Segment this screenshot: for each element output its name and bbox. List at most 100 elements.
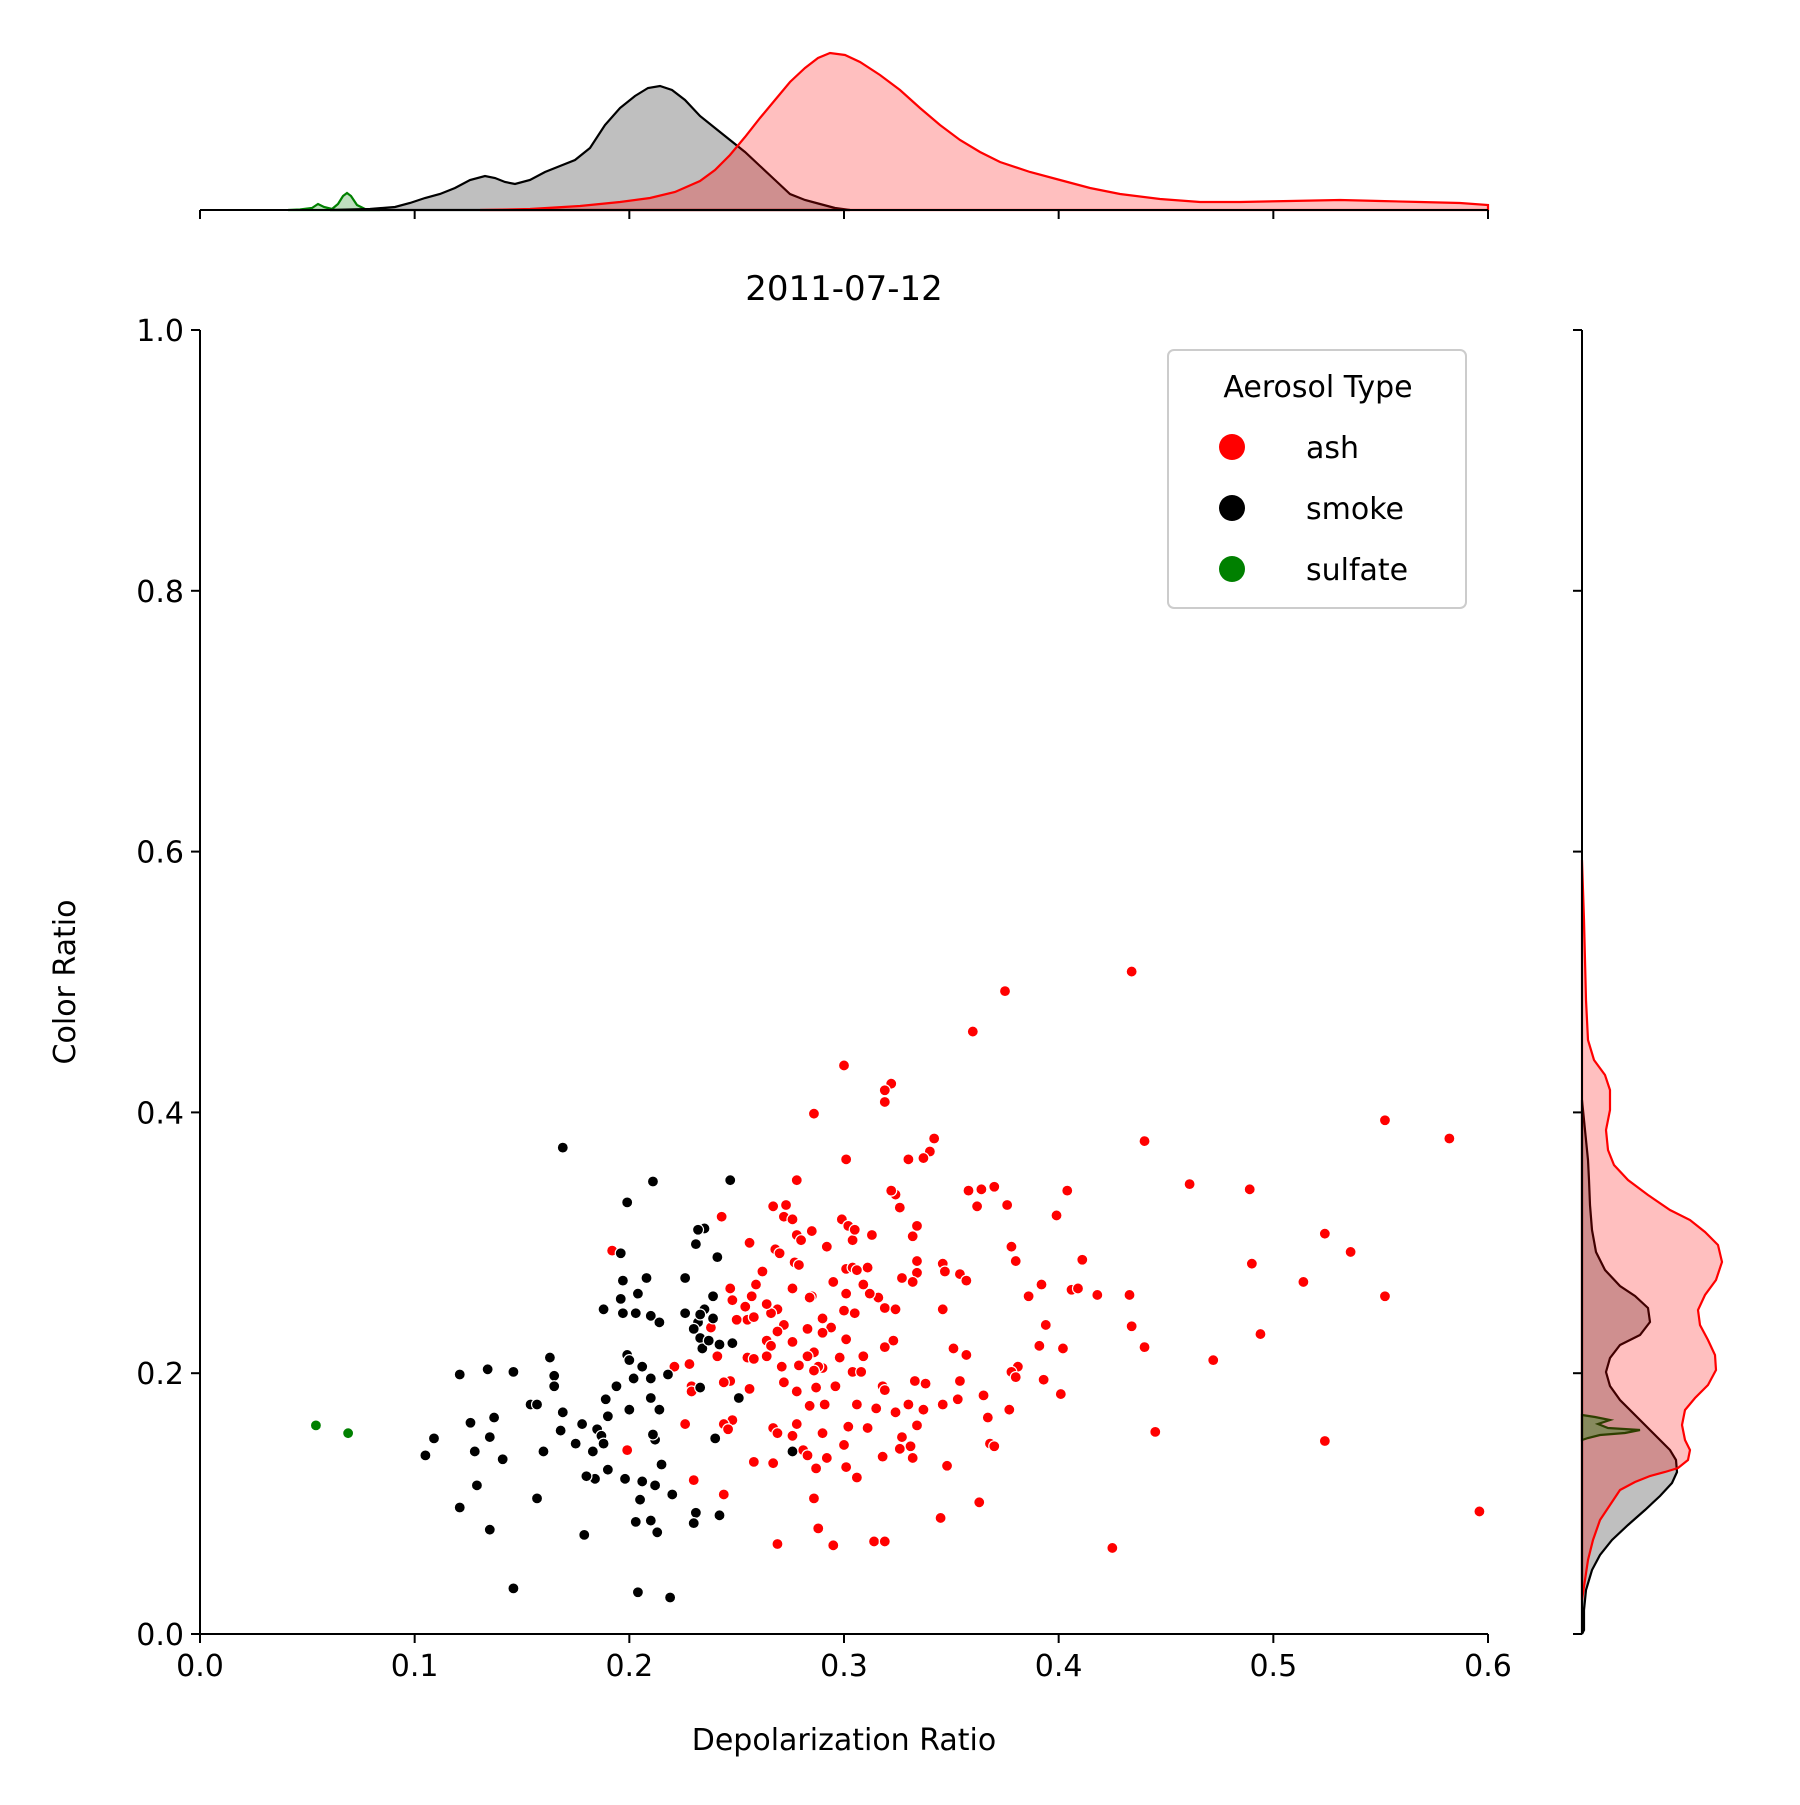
y-axis-label: Color Ratio [48,900,83,1065]
point-smoke [610,1380,623,1393]
point-smoke [453,1501,466,1514]
point-ash [767,1200,780,1213]
top-kde-sulfate [287,191,381,212]
point-ash [960,1348,973,1362]
point-ash [1035,1278,1048,1291]
point-ash [687,1474,700,1487]
point-smoke [646,1428,660,1441]
point-smoke [468,1445,481,1458]
point-ash [726,1294,739,1307]
point-smoke [629,1515,642,1528]
point-ash [721,1423,735,1436]
point-smoke [786,1445,799,1458]
point-ash [919,1377,932,1390]
point-ash [809,1462,823,1475]
point-ash [1443,1132,1456,1145]
point-ash [786,1282,799,1295]
point-smoke [706,1312,720,1325]
point-ash [855,1365,868,1378]
point-ash [1039,1318,1052,1332]
point-ash [833,1351,846,1364]
point-ash [893,1201,906,1214]
point-smoke [616,1307,629,1320]
point-ash [1003,1403,1016,1416]
legend-marker-ash [1219,434,1245,460]
point-smoke [711,1251,724,1264]
chart-title: 2011-07-12 [745,269,943,309]
x-tick-label: 0.0 [176,1649,224,1684]
point-ash [801,1449,814,1462]
point-ash [1254,1327,1267,1341]
point-smoke [621,1196,634,1209]
point-ash [960,1274,973,1287]
point-smoke [706,1290,720,1303]
x-axis-ticks: 0.0 0.1 0.2 0.3 0.4 0.5 0.6 [176,1634,1512,1684]
point-ash [1138,1134,1151,1148]
point-ash [767,1457,780,1470]
point-ash [809,1381,823,1394]
point-ash [902,1398,915,1411]
point-smoke [548,1369,561,1382]
point-ash [827,1539,840,1552]
legend-label-sulfate: sulfate [1306,553,1408,588]
point-ash [940,1459,954,1472]
point-ash [749,1278,763,1291]
point-smoke [470,1479,484,1492]
point-smoke [689,1238,702,1251]
point-ash [837,1438,851,1452]
point-smoke [661,1368,675,1381]
point-ash [1318,1434,1331,1448]
point-ash [1076,1253,1089,1266]
point-ash [807,1492,821,1505]
point-ash [934,1511,947,1525]
point-ash [1125,1320,1138,1333]
x-tick-label: 0.2 [605,1649,653,1684]
legend-marker-sulfate [1219,556,1245,582]
point-ash [878,1535,891,1548]
point-ash [850,1471,863,1484]
point-ash [1123,1288,1136,1302]
point-smoke [548,1380,561,1393]
point-ash [756,1265,769,1278]
point-ash [1473,1505,1486,1518]
point-smoke [556,1406,569,1419]
point-smoke [464,1416,477,1429]
point-ash [889,1303,902,1316]
point-smoke [646,1175,660,1188]
point-ash [820,1451,833,1465]
point-ash [1037,1373,1050,1386]
point-ash [803,1399,816,1412]
point-ash [977,1389,990,1402]
point-ash [1378,1290,1392,1303]
point-ash [973,1496,986,1509]
point-ash [893,1442,906,1455]
point-smoke [724,1174,737,1187]
point-smoke [631,1586,645,1599]
point-ash [790,1417,803,1431]
point-ash [1071,1282,1085,1295]
point-ash [906,1451,919,1465]
point-ash [975,1183,988,1196]
point-ash [818,1398,831,1411]
y-tick-label: 0.0 [136,1618,184,1653]
point-ash [848,1223,861,1236]
x-axis-label: Depolarization Ratio [692,1723,997,1758]
point-smoke [653,1316,666,1329]
point-ash [747,1352,760,1365]
point-smoke [419,1449,432,1462]
point-ash [865,1228,879,1242]
point-ash [878,1095,891,1109]
point-ash [840,1153,853,1166]
point-ash [906,1230,919,1243]
point-ash [1138,1341,1151,1354]
point-ash [1297,1275,1310,1289]
point-ash [857,1350,870,1363]
point-smoke [640,1271,653,1285]
y-tick-label: 0.2 [136,1357,184,1392]
point-smoke [601,1410,614,1423]
point-smoke [483,1523,496,1536]
point-ash [1001,1198,1014,1212]
point-ash [1054,1387,1067,1401]
point-ash [910,1219,924,1232]
point-ash [745,1290,758,1303]
